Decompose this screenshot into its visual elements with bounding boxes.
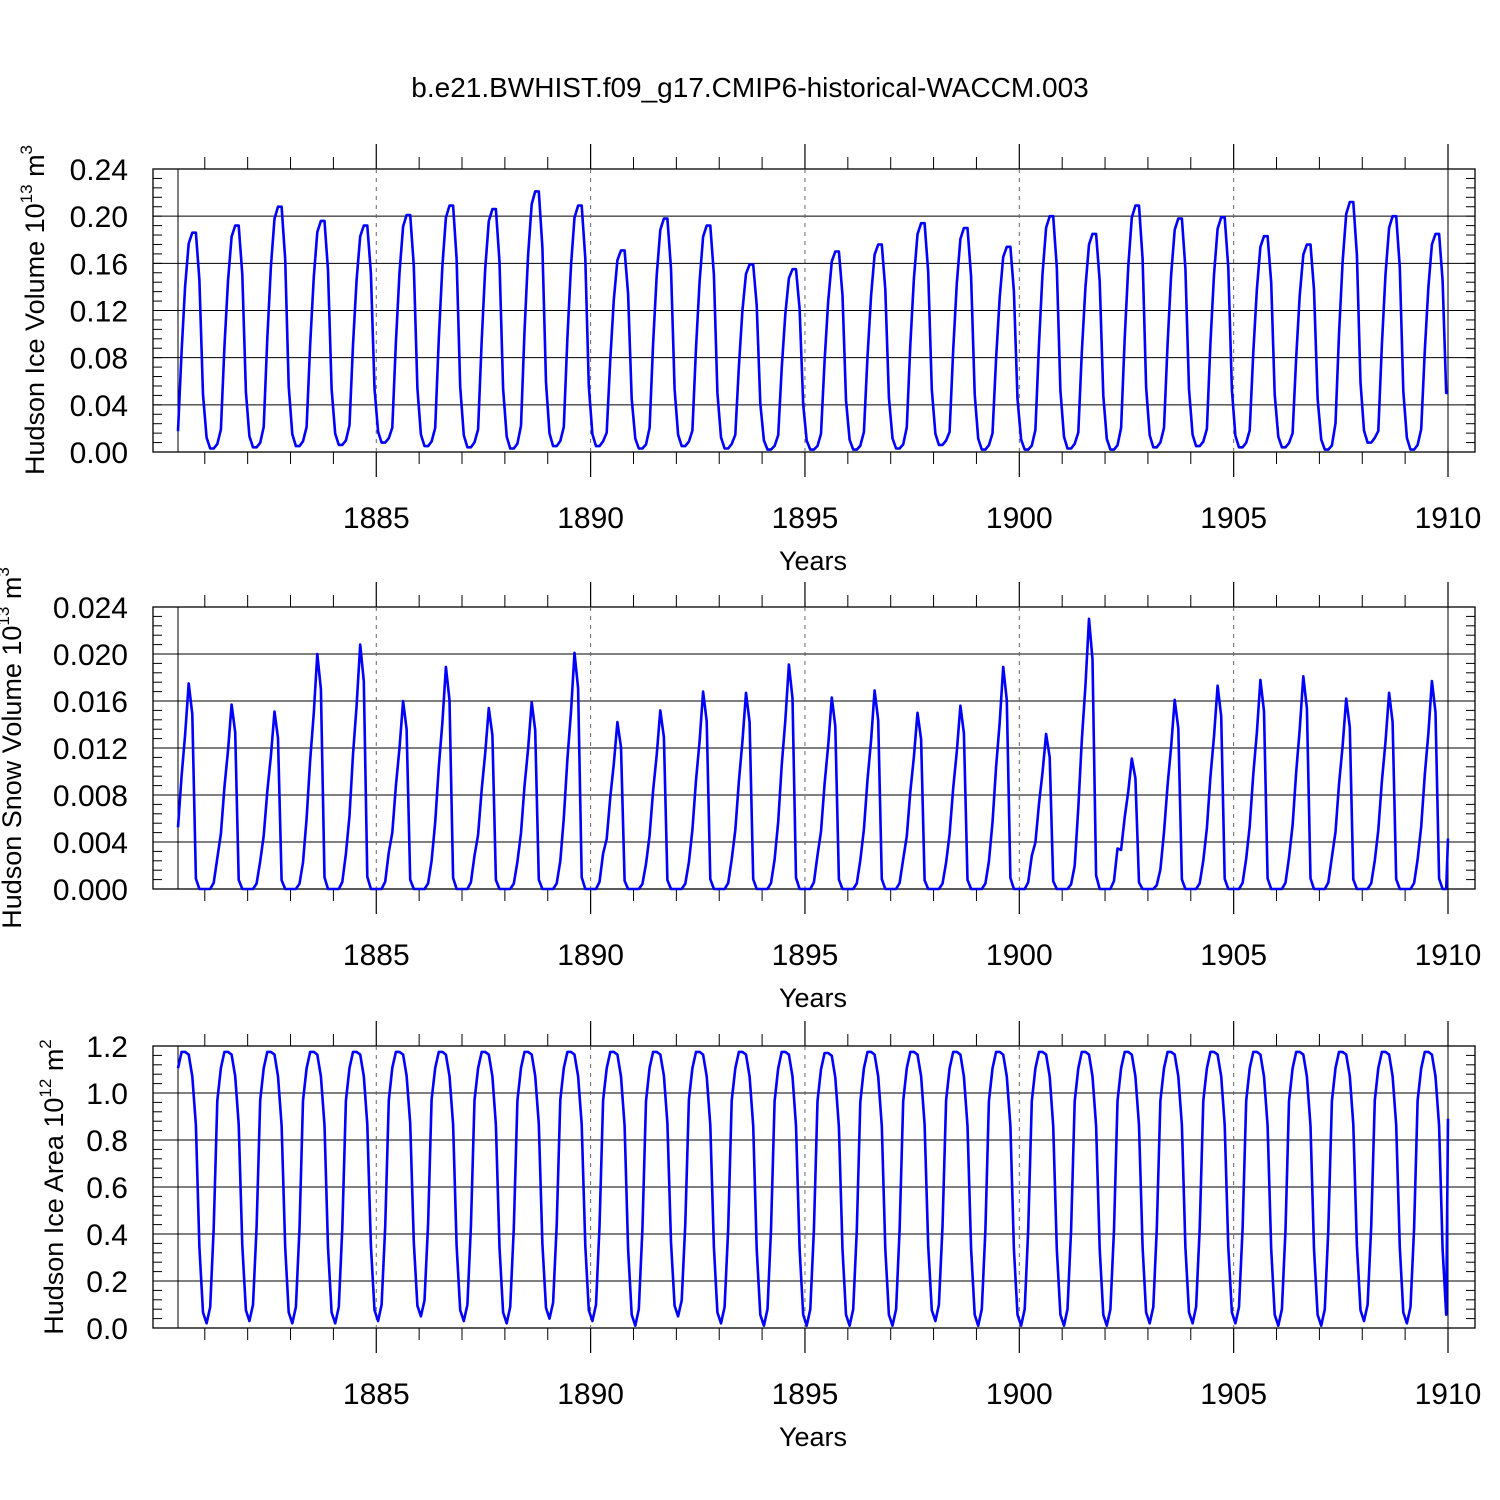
y-tick-label: 0.024: [53, 592, 128, 625]
x-tick-label: 1905: [1200, 502, 1267, 535]
x-tick-label: 1890: [557, 1378, 624, 1411]
series-line-ice-volume: [176, 190, 1448, 451]
y-tick-label: 0.00: [70, 437, 128, 470]
series-line-snow-volume: [176, 617, 1450, 891]
y-tick-label: 0.6: [86, 1172, 128, 1205]
x-tick-label: 1895: [772, 1378, 839, 1411]
x-tick-label: 1885: [343, 502, 410, 535]
x-tick-label: 1895: [772, 939, 839, 972]
y-tick-label: 0.20: [70, 201, 128, 234]
x-tick-label: 1910: [1415, 1378, 1482, 1411]
y-tick-label: 0.008: [53, 780, 128, 813]
y-tick-label: 0.04: [70, 390, 128, 423]
x-tick-label: 1905: [1200, 939, 1267, 972]
y-tick-label: 0.2: [86, 1266, 128, 1299]
panel-snow-volume: 0.000 0.004 0.008 0.012 0.016 0.020 0.024 1885 1…: [0, 567, 1481, 1013]
y-tick-label: 0.016: [53, 686, 128, 719]
x-tick-label: 1885: [343, 1378, 410, 1411]
y-tick-label: 0.004: [53, 827, 128, 860]
x-tick-label: 1890: [557, 502, 624, 535]
y-axis-title: Hudson Ice Volume 1013 m3: [17, 145, 50, 475]
panel-ice-volume: 0.00 0.04 0.08 0.12 0.16 0.20 0.24 1885 1890 1895…: [17, 144, 1481, 576]
y-tick-label: 0.24: [70, 154, 128, 187]
chart-title: b.e21.BWHIST.f09_g17.CMIP6-historical-WA…: [411, 72, 1088, 103]
x-tick-label: 1900: [986, 939, 1053, 972]
x-tick-label: 1885: [343, 939, 410, 972]
y-tick-label: 0.08: [70, 343, 128, 376]
y-axis-title: Hudson Snow Volume 1013 m3: [0, 567, 27, 929]
y-tick-label: 1.2: [86, 1031, 128, 1064]
series-line-ice-area: [176, 1050, 1450, 1327]
x-tick-label: 1895: [772, 502, 839, 535]
x-axis-title: Years: [779, 1422, 847, 1452]
y-axis-title: Hudson Ice Area 1012 m2: [36, 1039, 69, 1335]
panels: 0.00 0.04 0.08 0.12 0.16 0.20 0.24 1885 1890 1895…: [0, 144, 1481, 1452]
x-tick-label: 1905: [1200, 1378, 1267, 1411]
y-tick-label: 0.012: [53, 733, 128, 766]
x-axis-title: Years: [779, 983, 847, 1013]
y-tick-label: 0.0: [86, 1313, 128, 1346]
y-tick-label: 0.16: [70, 248, 128, 281]
y-tick-label: 0.12: [70, 296, 128, 329]
y-tick-label: 1.0: [86, 1078, 128, 1111]
x-axis-title: Years: [779, 546, 847, 576]
x-tick-label: 1910: [1415, 939, 1482, 972]
panel-ice-area: 0.0 0.2 0.4 0.6 0.8 1.0 1.2 1885 1890 1895 1900 190…: [36, 1021, 1481, 1452]
y-tick-label: 0.020: [53, 639, 128, 672]
x-tick-label: 1890: [557, 939, 624, 972]
y-tick-label: 0.000: [53, 874, 128, 907]
y-tick-label: 0.8: [86, 1125, 128, 1158]
y-tick-label: 0.4: [86, 1219, 128, 1252]
x-tick-label: 1910: [1415, 502, 1482, 535]
x-tick-label: 1900: [986, 1378, 1053, 1411]
x-tick-label: 1900: [986, 502, 1053, 535]
